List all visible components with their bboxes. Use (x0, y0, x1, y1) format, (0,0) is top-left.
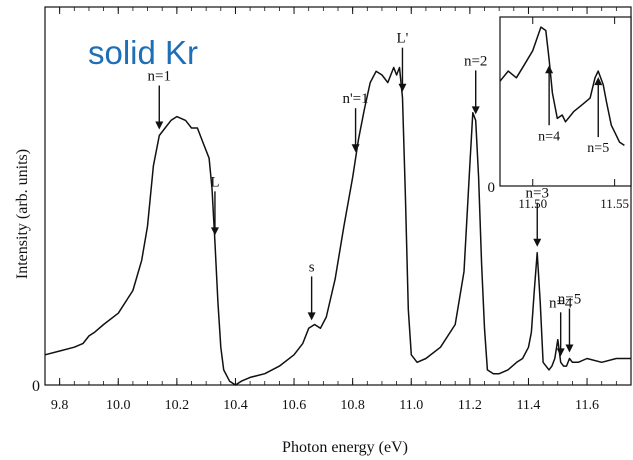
main-x-tick-label: 10.8 (340, 398, 365, 413)
inset-annotation-arrowhead (545, 65, 554, 74)
annotation-label: n=2 (464, 53, 487, 69)
annotation-label: n=4 (549, 295, 573, 311)
chart-title: solid Kr (88, 34, 198, 71)
annotation-label: n=3 (526, 186, 549, 202)
main-x-tick-label: 11.0 (399, 398, 423, 413)
inset-annotation-label: n=5 (587, 141, 609, 156)
inset-frame (499, 16, 632, 187)
inset-plot: 11.50 11.55 0 n=4 n=5 (488, 16, 632, 211)
annotation-arrowhead (398, 83, 407, 92)
main-x-tick-label: 10.4 (223, 398, 248, 413)
annotation-label: n=1 (148, 69, 171, 85)
annotation-label: s (309, 259, 315, 275)
main-x-tick-label: 11.6 (575, 398, 599, 413)
annotation-label: L' (397, 31, 409, 47)
annotation-label: L (210, 174, 219, 190)
main-x-tick-label: 10.6 (282, 398, 307, 413)
main-x-tick-label: 11.4 (516, 398, 540, 413)
annotation-arrowhead (556, 348, 565, 357)
main-y-tick-label: 0 (32, 378, 40, 395)
annotation-arrowhead (307, 312, 316, 321)
inset-y-tick-label: 0 (488, 180, 496, 196)
main-x-tick-label: 10.2 (165, 398, 190, 413)
annotation-label: n'=1 (342, 91, 368, 107)
x-axis-label: Photon energy (eV) (282, 439, 408, 456)
inset-series-line (499, 26, 625, 147)
y-axis-label: Intensity (arb. units) (14, 149, 31, 279)
annotation-arrowhead (565, 344, 574, 353)
main-x-tick-label: 11.2 (458, 398, 482, 413)
inset-annotation-arrowhead (594, 77, 603, 86)
annotation-arrowhead (351, 144, 360, 153)
inset-x-tick-label: 11.50 (518, 196, 547, 211)
inset-annotation-label: n=4 (538, 129, 560, 144)
annotation-arrowhead (210, 227, 219, 236)
annotation-arrowhead (533, 238, 542, 247)
annotation-arrowhead (155, 121, 164, 130)
annotation-label: n=5 (558, 292, 581, 308)
annotation-arrowhead (471, 106, 480, 115)
main-x-tick-label: 10.0 (106, 398, 131, 413)
main-series-line (44, 66, 631, 386)
inset-x-tick-label: 11.55 (600, 196, 629, 211)
main-x-tick-label: 9.8 (51, 398, 69, 413)
main-plot: 9.8 10.0 10.2 10.4 10.6 10.8 11.0 11.2 11.4 11.6 0… (32, 6, 632, 413)
